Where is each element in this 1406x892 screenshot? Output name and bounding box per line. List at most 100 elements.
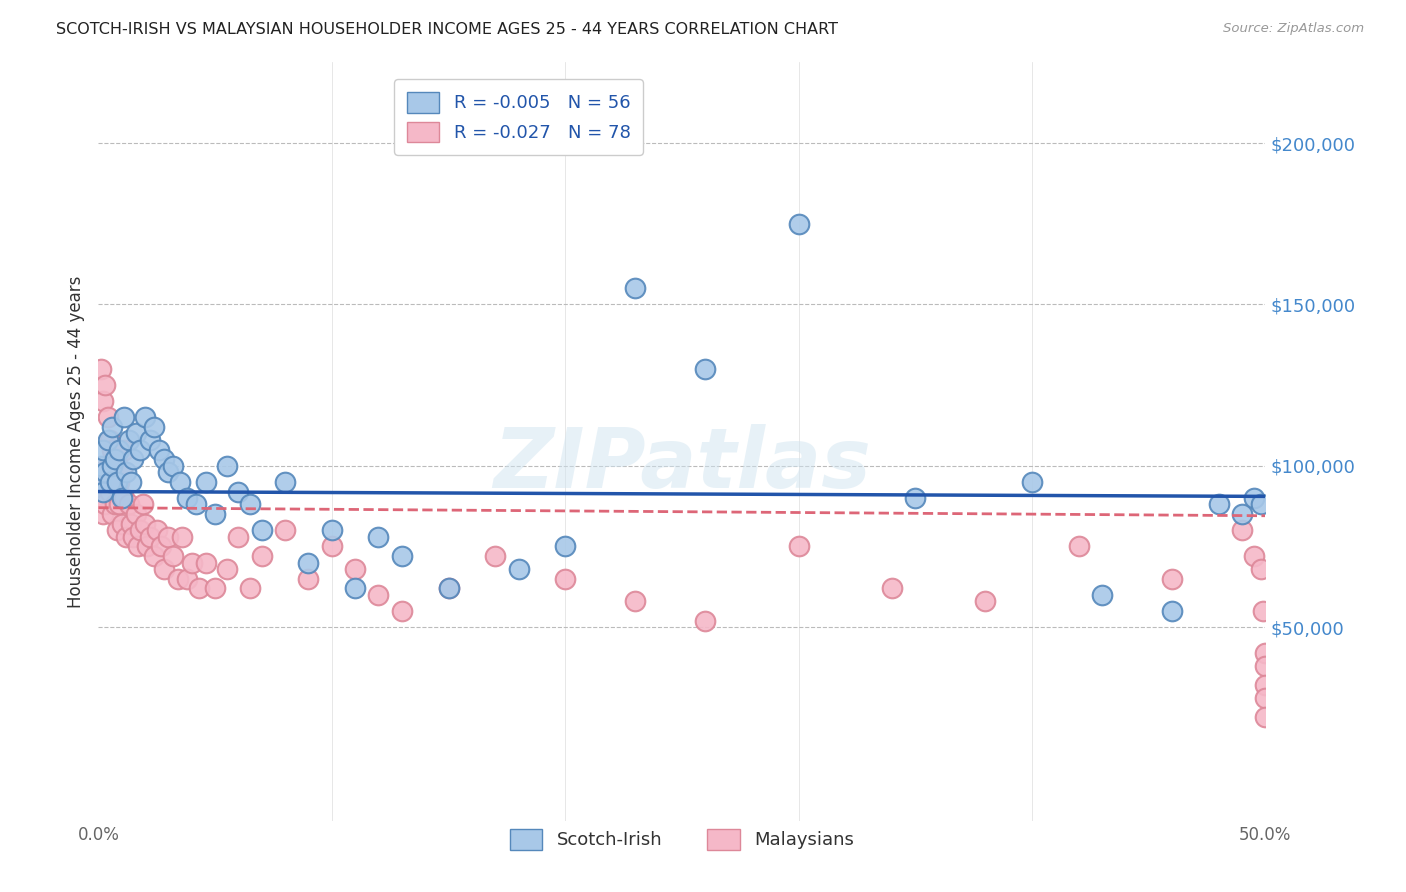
Point <box>101 507 124 521</box>
Point <box>139 433 162 447</box>
Point <box>120 475 142 489</box>
Point <box>695 362 717 376</box>
Point <box>132 498 155 512</box>
Point <box>321 523 343 537</box>
Point <box>228 484 250 499</box>
Point <box>152 562 174 576</box>
Point <box>176 572 198 586</box>
Point <box>91 394 114 409</box>
Point <box>143 420 166 434</box>
Point <box>104 475 127 489</box>
Point <box>115 530 138 544</box>
Point <box>97 433 120 447</box>
Point <box>391 604 413 618</box>
Point <box>437 582 460 596</box>
Y-axis label: Householder Income Ages 25 - 44 years: Householder Income Ages 25 - 44 years <box>66 276 84 607</box>
Point <box>108 442 131 457</box>
Point <box>94 498 117 512</box>
Point <box>101 420 124 434</box>
Point <box>94 475 117 489</box>
Point <box>367 530 389 544</box>
Point <box>91 442 114 457</box>
Point <box>91 491 114 505</box>
Point <box>90 362 112 376</box>
Point <box>129 442 152 457</box>
Point <box>1230 507 1253 521</box>
Point <box>1250 498 1272 512</box>
Point <box>1254 678 1277 692</box>
Point <box>104 452 127 467</box>
Point <box>1161 604 1184 618</box>
Point <box>880 582 903 596</box>
Point <box>787 540 810 554</box>
Point <box>228 530 250 544</box>
Point <box>136 540 159 554</box>
Point <box>97 458 120 473</box>
Point <box>239 582 262 596</box>
Point <box>1230 523 1253 537</box>
Point <box>1243 491 1265 505</box>
Point <box>104 498 127 512</box>
Point <box>111 465 134 479</box>
Point <box>162 458 184 473</box>
Text: Source: ZipAtlas.com: Source: ZipAtlas.com <box>1223 22 1364 36</box>
Point <box>120 516 142 531</box>
Point <box>1208 498 1230 512</box>
Point <box>1254 691 1277 706</box>
Point <box>1243 549 1265 563</box>
Point <box>1251 604 1274 618</box>
Point <box>274 475 297 489</box>
Point <box>150 540 173 554</box>
Point <box>204 582 226 596</box>
Point <box>344 562 367 576</box>
Point <box>127 540 149 554</box>
Point <box>111 491 134 505</box>
Point <box>94 378 117 392</box>
Text: SCOTCH-IRISH VS MALAYSIAN HOUSEHOLDER INCOME AGES 25 - 44 YEARS CORRELATION CHAR: SCOTCH-IRISH VS MALAYSIAN HOUSEHOLDER IN… <box>56 22 838 37</box>
Point <box>108 475 131 489</box>
Point <box>98 484 121 499</box>
Point <box>97 410 120 425</box>
Text: ZIPatlas: ZIPatlas <box>494 424 870 505</box>
Point <box>250 523 273 537</box>
Point <box>101 458 124 473</box>
Point <box>118 498 141 512</box>
Point <box>122 452 145 467</box>
Point <box>91 484 114 499</box>
Point <box>391 549 413 563</box>
Point <box>321 540 343 554</box>
Point <box>90 465 112 479</box>
Point <box>172 530 194 544</box>
Point <box>1021 475 1043 489</box>
Point <box>904 491 927 505</box>
Point <box>1161 572 1184 586</box>
Point <box>367 588 389 602</box>
Point <box>1067 540 1090 554</box>
Point <box>186 498 208 512</box>
Point <box>134 410 156 425</box>
Point <box>101 465 124 479</box>
Point <box>166 572 188 586</box>
Point <box>115 465 138 479</box>
Point <box>122 530 145 544</box>
Point <box>554 572 576 586</box>
Point <box>187 582 209 596</box>
Point <box>194 475 217 489</box>
Point <box>129 523 152 537</box>
Point <box>176 491 198 505</box>
Point <box>118 433 141 447</box>
Point <box>157 530 180 544</box>
Point <box>215 458 238 473</box>
Point <box>111 516 134 531</box>
Point <box>194 556 217 570</box>
Point <box>508 562 530 576</box>
Point <box>98 475 121 489</box>
Point <box>250 549 273 563</box>
Point <box>125 507 148 521</box>
Point <box>146 523 169 537</box>
Point <box>787 217 810 231</box>
Point <box>1091 588 1114 602</box>
Point <box>484 549 506 563</box>
Point <box>90 458 112 473</box>
Point <box>274 523 297 537</box>
